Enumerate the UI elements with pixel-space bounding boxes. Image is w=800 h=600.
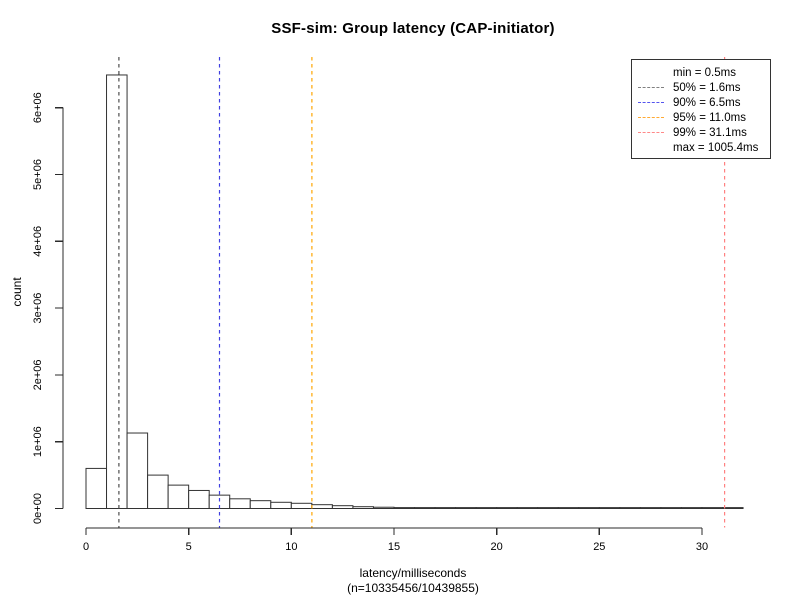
legend-item: 50% = 1.6ms (632, 80, 770, 95)
histogram-bar (639, 507, 662, 510)
histogram-bar (393, 507, 416, 510)
y-tick-label: 3e+06 (32, 293, 44, 324)
legend-dash-sample (638, 87, 664, 88)
legend-dash-sample (638, 132, 664, 133)
histogram-bar (147, 474, 169, 510)
histogram-bar (475, 507, 498, 510)
histogram-bar (701, 507, 724, 510)
x-tick-label: 15 (388, 541, 400, 553)
histogram-bar (85, 467, 108, 510)
histogram-bar (557, 507, 580, 510)
histogram-bar (722, 507, 744, 510)
histogram-bar (455, 507, 477, 510)
histogram-bar (619, 507, 641, 510)
histogram-bar (680, 507, 703, 510)
histogram-bar (372, 506, 395, 510)
histogram-bar (578, 507, 600, 510)
chart-title: SSF-sim: Group latency (CAP-initiator) (271, 20, 555, 37)
legend-item-label: 99% = 31.1ms (673, 126, 747, 139)
y-axis-label: count (10, 277, 24, 307)
x-tick-label: 0 (83, 541, 89, 553)
histogram-bar (537, 507, 559, 510)
y-tick-label: 4e+06 (32, 226, 44, 257)
histogram-bar (126, 432, 149, 509)
legend-item-label: 90% = 6.5ms (673, 96, 741, 109)
histogram-bar (352, 506, 374, 510)
x-tick-label: 20 (491, 541, 503, 553)
histogram-bar (598, 507, 621, 510)
legend-item: min = 0.5ms (632, 65, 770, 80)
x-tick-label: 10 (285, 541, 297, 553)
y-tick-label: 2e+06 (32, 359, 44, 390)
histogram-bar (516, 507, 539, 510)
histogram-bar (311, 504, 333, 510)
histogram-bar (290, 502, 313, 510)
histogram-bar (434, 507, 457, 510)
y-tick-label: 0e+00 (32, 493, 44, 524)
histogram-bar (660, 507, 682, 510)
legend-sample-spacer (638, 72, 664, 73)
legend-sample-spacer (638, 147, 664, 148)
legend-item: max = 1005.4ms (632, 140, 770, 155)
y-tick-label: 5e+06 (32, 159, 44, 190)
legend-item-label: 50% = 1.6ms (673, 81, 741, 94)
legend-box: min = 0.5ms 50% = 1.6ms 90% = 6.5ms 95% = 1… (631, 59, 771, 159)
y-tick-label: 6e+06 (32, 92, 44, 123)
histogram-bar (270, 501, 292, 510)
histogram-bar (106, 74, 128, 509)
x-tick-label: 5 (186, 541, 192, 553)
sample-count-label: (n=10335456/10439855) (347, 581, 479, 595)
histogram-bar (167, 484, 190, 509)
legend-item-label: min = 0.5ms (673, 66, 736, 79)
legend-item: 90% = 6.5ms (632, 95, 770, 110)
histogram-bar (188, 489, 210, 509)
legend-item-label: max = 1005.4ms (673, 141, 759, 154)
legend-item: 99% = 31.1ms (632, 125, 770, 140)
histogram-bar (249, 500, 272, 509)
x-axis-label: latency/milliseconds (359, 566, 467, 580)
x-tick-label: 30 (696, 541, 708, 553)
legend-item: 95% = 11.0ms (632, 110, 770, 125)
legend-dash-sample (638, 117, 664, 118)
histogram-bar (331, 505, 354, 510)
histogram-bar (496, 507, 518, 510)
y-tick-label: 1e+06 (32, 426, 44, 457)
x-tick-label: 25 (593, 541, 605, 553)
legend-dash-sample (638, 102, 664, 103)
histogram-bar (414, 507, 436, 510)
legend-item-label: 95% = 11.0ms (673, 111, 746, 124)
histogram-bar (229, 498, 251, 509)
